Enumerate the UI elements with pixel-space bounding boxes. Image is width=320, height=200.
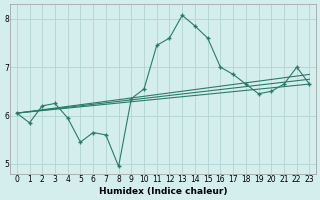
X-axis label: Humidex (Indice chaleur): Humidex (Indice chaleur) bbox=[99, 187, 228, 196]
